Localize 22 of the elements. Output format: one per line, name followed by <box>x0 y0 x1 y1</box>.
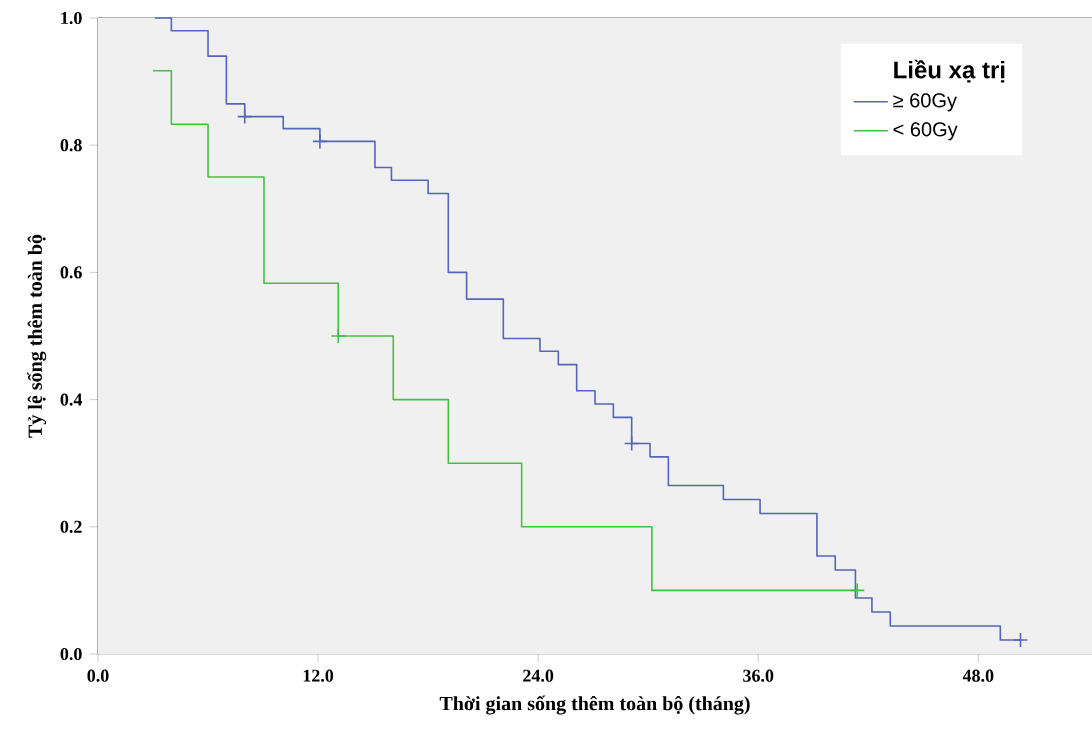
x-axis-title: Thời gian sống thêm toàn bộ (tháng) <box>439 695 750 715</box>
legend-title: Liều xạ trị <box>894 59 1005 83</box>
y-tick-label: 0.6 <box>60 266 82 279</box>
x-tick-label: 0.0 <box>87 669 109 682</box>
y-tick-label: 0.8 <box>60 139 82 152</box>
x-tick-label: 36.0 <box>743 669 774 682</box>
legend-label: ≥ 60Gy <box>893 93 957 112</box>
point <box>623 435 640 452</box>
y-tick-label: 1.0 <box>61 11 82 25</box>
x-tick-label: 48.0 <box>962 669 994 682</box>
legend-label: < 60Gy <box>893 122 958 141</box>
point <box>236 108 253 125</box>
y-axis-title: Tỷ lệ sống thêm toàn bộ <box>27 234 47 438</box>
y-tick-label: 0.0 <box>60 647 82 661</box>
point <box>1012 632 1029 648</box>
x-tick-label: 12.0 <box>303 669 334 682</box>
y-tick-label: 0.2 <box>60 520 82 533</box>
point <box>312 133 328 150</box>
point <box>330 328 347 344</box>
y-tick-label: 0.4 <box>60 393 83 406</box>
x-tick-label: 24.0 <box>523 669 554 682</box>
point <box>849 582 866 599</box>
